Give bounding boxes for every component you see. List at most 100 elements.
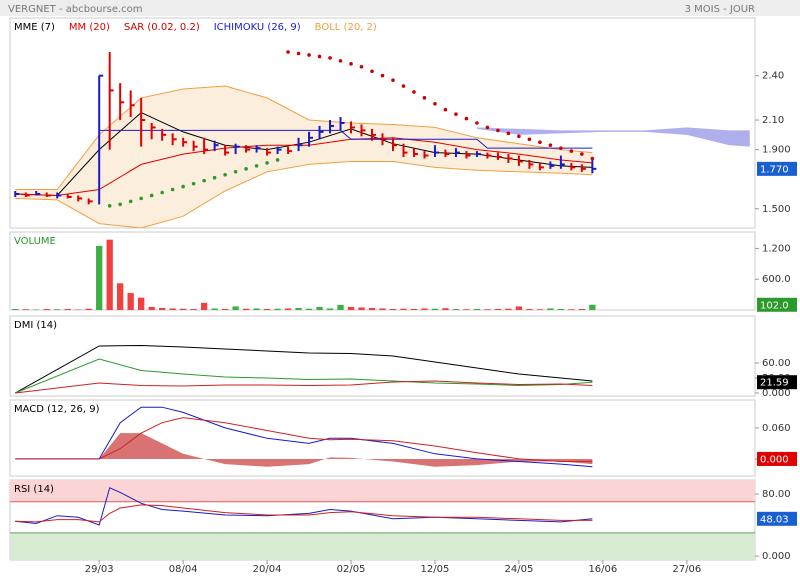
sar-dot bbox=[317, 54, 322, 59]
sar-dot bbox=[559, 146, 563, 150]
sar-dot bbox=[412, 90, 416, 94]
y-tick-label: 1.900 bbox=[762, 145, 791, 156]
bollinger-upper bbox=[15, 85, 593, 190]
sar-dot bbox=[275, 158, 280, 162]
sar-dot bbox=[296, 51, 301, 56]
last-value-label: 102.0 bbox=[760, 300, 789, 311]
indicator-line bbox=[99, 129, 593, 149]
last-value-label: 1.770 bbox=[760, 164, 789, 175]
volume-bar bbox=[190, 308, 197, 310]
x-tick-label: 16/06 bbox=[588, 564, 617, 575]
sar-dot bbox=[286, 50, 290, 54]
sar-dot bbox=[359, 65, 364, 69]
sar-dot bbox=[475, 121, 479, 125]
ichimoku-cloud bbox=[476, 127, 750, 147]
x-tick-label: 08/04 bbox=[169, 564, 198, 575]
x-tick-label: 02/05 bbox=[337, 564, 366, 575]
plot-area bbox=[15, 406, 593, 468]
last-value-box bbox=[757, 297, 797, 312]
volume-bar bbox=[431, 308, 439, 310]
volume-bar bbox=[22, 309, 29, 310]
sar-dot bbox=[349, 62, 353, 66]
volume-bar bbox=[379, 308, 386, 310]
volume-bar bbox=[96, 245, 103, 310]
volume-bar bbox=[159, 307, 166, 310]
header-title: VERGNET - abcbourse.com bbox=[8, 4, 143, 15]
volume-bar bbox=[148, 306, 155, 310]
volume-bar bbox=[253, 308, 260, 310]
sar-dot bbox=[254, 164, 259, 168]
sar-dot bbox=[139, 196, 143, 201]
plot-area bbox=[10, 480, 755, 560]
bollinger-lower bbox=[15, 161, 593, 228]
volume-bar bbox=[526, 308, 533, 310]
sar-dot bbox=[223, 172, 227, 177]
header-bar bbox=[0, 0, 800, 16]
x-tick-label: 20/04 bbox=[253, 564, 282, 575]
sar-dot bbox=[338, 59, 343, 63]
sar-dot bbox=[181, 184, 185, 189]
x-tick-label: 29/03 bbox=[85, 564, 114, 575]
sar-dot bbox=[569, 149, 574, 153]
sar-dot bbox=[454, 112, 458, 116]
volume-bar bbox=[452, 308, 460, 310]
volume-bar bbox=[33, 309, 40, 310]
volume-bar bbox=[389, 308, 397, 310]
sar-dot bbox=[401, 84, 406, 88]
last-value-box bbox=[757, 375, 797, 390]
sar-dot bbox=[527, 137, 532, 142]
sar-dot bbox=[548, 143, 553, 147]
volume-bar bbox=[473, 308, 481, 310]
indicator-line bbox=[15, 380, 593, 394]
sar-dot bbox=[328, 56, 332, 60]
header-period: 3 MOIS - JOUR bbox=[685, 4, 755, 15]
y-tick-label: 0.060 bbox=[762, 423, 791, 434]
sar-dot bbox=[212, 175, 217, 180]
indicator-line bbox=[14, 344, 593, 394]
sar-dot bbox=[370, 69, 374, 74]
volume-bar bbox=[295, 307, 302, 310]
volume-bar bbox=[221, 308, 229, 310]
oversold-zone bbox=[10, 532, 755, 560]
overbought-zone bbox=[10, 480, 755, 502]
volume-bar bbox=[316, 306, 323, 310]
last-value-label: 0.000 bbox=[760, 454, 789, 465]
sar-dot bbox=[496, 128, 500, 133]
sar-dot bbox=[170, 187, 175, 192]
plot-area bbox=[14, 50, 750, 228]
y-tick-label: 60.00 bbox=[762, 358, 791, 369]
sar-dot bbox=[538, 140, 542, 145]
last-value-box bbox=[757, 511, 797, 526]
legend-entry: BOLL (20, 2) bbox=[315, 22, 377, 33]
volume-bar bbox=[54, 309, 61, 310]
volume-bar bbox=[127, 293, 134, 310]
volume-bar bbox=[232, 306, 239, 310]
volume-bar bbox=[410, 308, 418, 310]
volume-bar bbox=[536, 309, 544, 310]
sar-dot bbox=[590, 156, 595, 161]
sar-dot bbox=[464, 116, 469, 121]
volume-bar bbox=[169, 308, 176, 310]
volume-bar bbox=[400, 308, 407, 310]
volume-bar bbox=[568, 309, 575, 310]
y-tick-label: 2.40 bbox=[762, 71, 784, 82]
sar-dot bbox=[422, 96, 427, 100]
volume-bar bbox=[547, 308, 554, 310]
volume-bar bbox=[347, 306, 355, 310]
sar-dot bbox=[443, 107, 448, 112]
y-tick-label: 0.000 bbox=[762, 551, 791, 562]
volume-bar bbox=[368, 307, 376, 310]
legend-entry: SAR (0.02, 0.2) bbox=[124, 22, 200, 33]
panel-title: DMI (14) bbox=[14, 320, 57, 331]
panel-title: RSI (14) bbox=[14, 484, 54, 495]
panel-frame bbox=[9, 231, 756, 311]
volume-bar bbox=[85, 308, 92, 310]
y-tick-label: 1.200 bbox=[762, 243, 791, 254]
last-value-box bbox=[757, 161, 797, 176]
sar-dot bbox=[485, 125, 490, 130]
sar-dot bbox=[307, 53, 311, 57]
plot-area bbox=[12, 239, 596, 310]
y-tick-label: 1.500 bbox=[762, 204, 791, 215]
sar-dot bbox=[265, 161, 269, 165]
